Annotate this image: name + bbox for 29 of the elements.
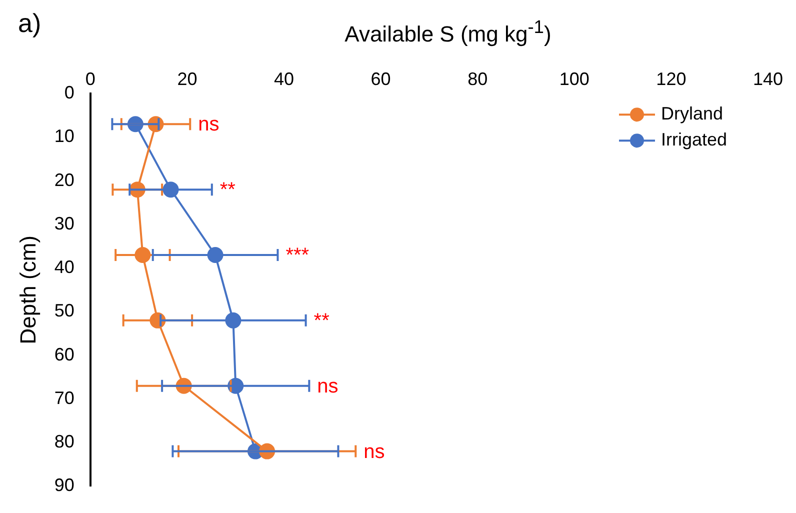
legend-label: Irrigated <box>661 130 728 150</box>
x-tick-label: 100 <box>559 68 590 89</box>
annotation: ns <box>317 375 338 398</box>
x-tick-label: 80 <box>468 68 488 89</box>
y-tick-label: 70 <box>54 388 74 408</box>
x-tick-label: 40 <box>274 68 294 89</box>
chart-title: a) <box>18 8 42 39</box>
x-axis-title: Available S (mg kg$^{-1}$) <box>344 16 552 48</box>
annotation: *** <box>286 244 310 267</box>
annotation: ns <box>364 440 385 463</box>
y-tick-label: 10 <box>54 126 74 146</box>
x-tick-label: 120 <box>656 68 686 89</box>
x-tick-label: 60 <box>370 68 391 89</box>
y-tick-label: 50 <box>54 300 74 321</box>
y-tick-label: 0 <box>64 82 74 103</box>
x-tick-label: 140 <box>752 68 784 89</box>
annotation: ns <box>198 114 220 136</box>
y-tick-label: 90 <box>54 475 74 496</box>
y-tick-label: 60 <box>54 344 74 364</box>
annotation: ** <box>220 179 236 202</box>
x-tick-label: 0 <box>85 68 96 89</box>
x-tick-label: 20 <box>177 68 198 89</box>
annotation: ** <box>314 310 330 332</box>
y-tick-label: 30 <box>54 213 74 234</box>
legend-label: Dryland <box>661 104 724 124</box>
y-tick-label: 80 <box>54 432 74 452</box>
y-tick-label: 20 <box>54 170 74 190</box>
y-tick-label: 40 <box>54 257 74 278</box>
y-axis-title: Depth (cm) <box>15 236 40 344</box>
